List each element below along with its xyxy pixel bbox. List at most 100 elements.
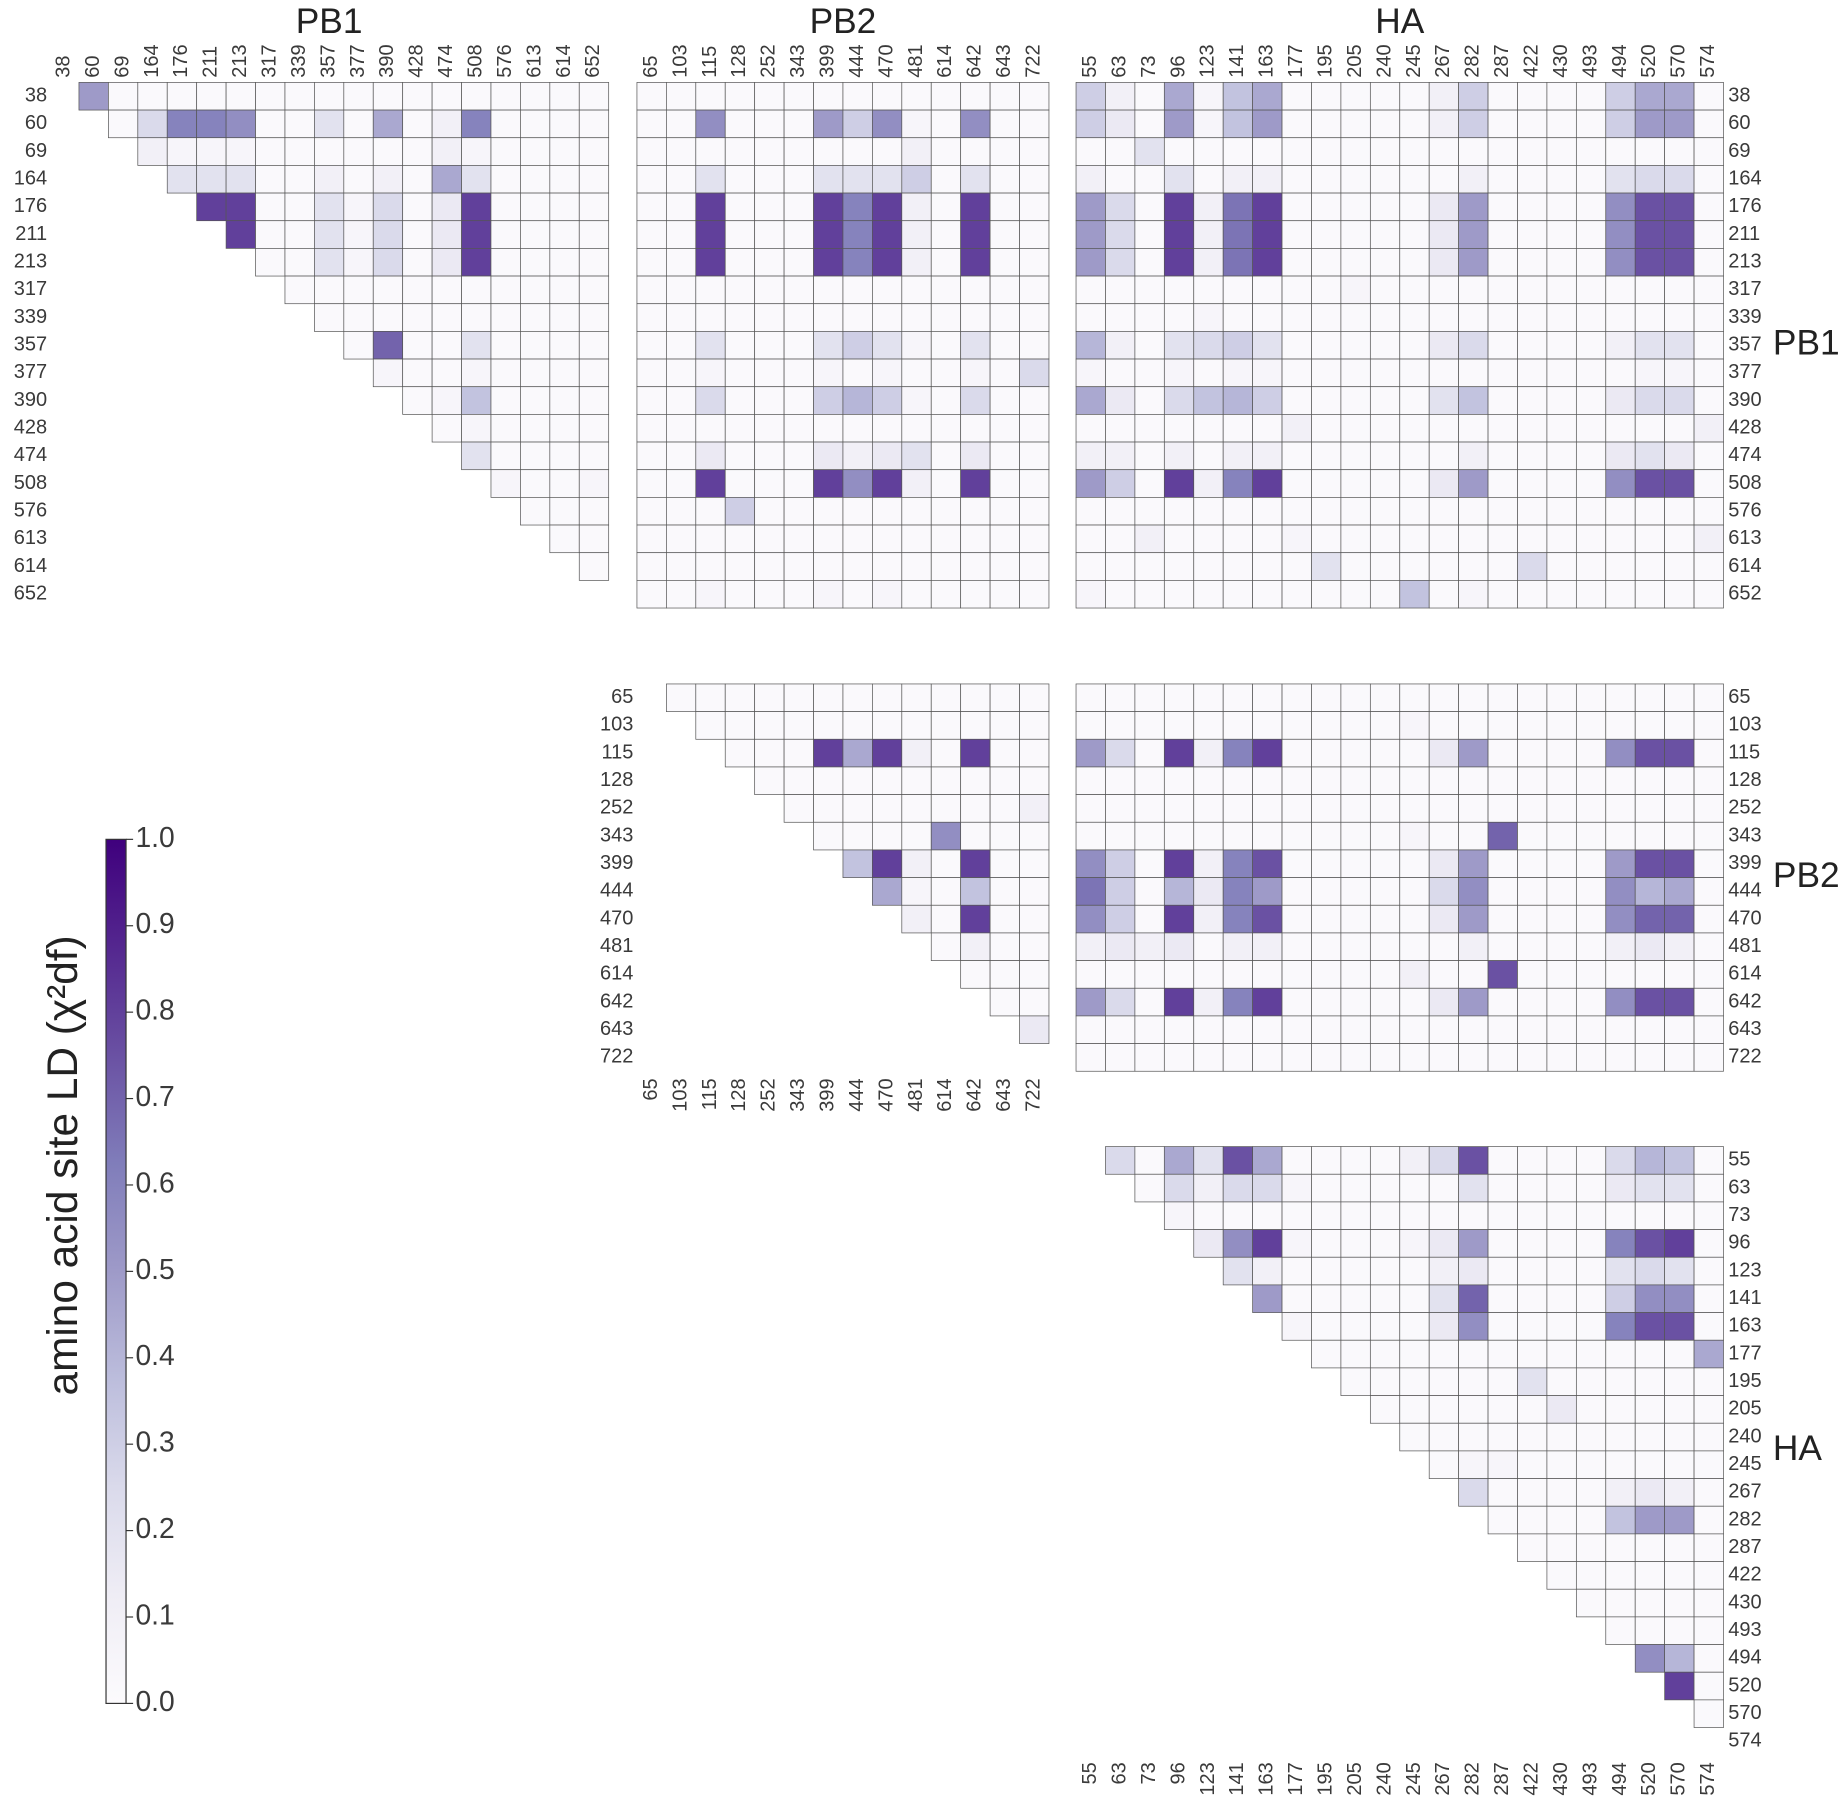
ld-cell bbox=[1222, 1173, 1253, 1203]
ld-cell bbox=[1546, 1339, 1577, 1369]
ld-cell bbox=[1634, 877, 1665, 906]
ld-cell bbox=[1664, 766, 1695, 795]
ld-cell bbox=[1252, 821, 1283, 851]
ld-cell bbox=[1517, 331, 1548, 360]
ld-cell bbox=[1575, 275, 1607, 305]
ld-cell bbox=[1487, 109, 1518, 139]
ld-cell bbox=[314, 109, 345, 139]
ld-cell bbox=[872, 414, 903, 443]
ld-cell bbox=[284, 165, 315, 194]
ld-cell bbox=[1546, 358, 1577, 388]
ld-cell bbox=[1664, 1284, 1695, 1313]
ld-cell bbox=[431, 248, 462, 277]
ld-cell bbox=[1605, 552, 1636, 581]
row-label: 65 bbox=[611, 686, 633, 708]
ld-cell bbox=[1517, 849, 1548, 878]
ld-cell bbox=[1575, 497, 1607, 526]
ld-cell bbox=[1019, 552, 1050, 581]
ld-cell bbox=[372, 137, 404, 166]
ld-cell bbox=[872, 766, 903, 795]
ld-cell bbox=[1693, 1616, 1724, 1645]
ld-cell bbox=[930, 358, 962, 388]
ld-cell bbox=[1487, 552, 1518, 581]
ld-cell bbox=[461, 165, 492, 194]
column-label: 390 bbox=[376, 44, 398, 77]
ld-cell bbox=[1075, 165, 1106, 194]
ld-cell bbox=[461, 303, 492, 332]
ld-cell bbox=[1105, 960, 1136, 989]
ld-cell bbox=[1369, 109, 1401, 139]
ld-cell bbox=[431, 303, 462, 332]
column-label: 520 bbox=[1638, 44, 1660, 77]
ld-cell bbox=[1340, 1367, 1371, 1396]
ld-cell bbox=[960, 580, 991, 609]
column-label-bottom: 195 bbox=[1314, 1762, 1336, 1795]
ld-cell bbox=[1458, 552, 1489, 581]
ld-cell bbox=[754, 275, 785, 305]
ld-cell bbox=[695, 331, 726, 360]
row-label-right: 69 bbox=[1728, 140, 1750, 162]
row-label: 444 bbox=[600, 880, 633, 902]
column-label: 164 bbox=[141, 44, 163, 77]
ld-cell bbox=[695, 303, 726, 332]
ld-cell bbox=[549, 524, 580, 554]
ld-cell bbox=[960, 877, 991, 906]
ld-cell bbox=[1075, 580, 1106, 609]
column-label: 55 bbox=[1079, 55, 1101, 77]
ld-cell bbox=[724, 497, 756, 526]
ld-cell bbox=[1019, 109, 1050, 139]
ld-cell bbox=[1664, 248, 1695, 277]
ld-cell bbox=[1428, 1312, 1459, 1341]
row-label: 722 bbox=[600, 1046, 633, 1068]
ld-cell bbox=[520, 414, 551, 443]
ld-cell bbox=[1546, 932, 1577, 961]
ld-cell bbox=[1134, 960, 1165, 989]
ld-cell bbox=[813, 109, 844, 139]
row-label-right: 38 bbox=[1728, 85, 1750, 107]
ld-cell bbox=[1487, 248, 1518, 277]
ld-cell bbox=[1517, 1201, 1548, 1230]
ld-cell bbox=[1693, 165, 1724, 194]
ld-cell bbox=[1105, 220, 1136, 249]
ld-cell bbox=[1193, 821, 1224, 851]
ld-cell bbox=[1075, 248, 1106, 277]
ld-cell bbox=[1281, 932, 1312, 961]
ld-cell bbox=[1193, 849, 1224, 878]
ld-cell bbox=[754, 137, 785, 166]
ld-cell bbox=[1664, 1339, 1695, 1369]
ld-cell bbox=[1252, 220, 1283, 249]
ld-cell bbox=[1163, 580, 1195, 609]
ld-cell bbox=[813, 137, 844, 166]
ld-cell bbox=[225, 82, 256, 111]
column-label-bottom: 494 bbox=[1609, 1762, 1631, 1795]
ld-cell bbox=[1693, 1312, 1724, 1341]
ld-cell bbox=[1019, 877, 1050, 906]
column-label-bottom: 115 bbox=[699, 1078, 721, 1110]
ld-cell bbox=[1399, 1256, 1430, 1286]
ld-cell bbox=[724, 275, 756, 305]
ld-cell bbox=[901, 441, 932, 471]
ld-cell bbox=[1134, 109, 1165, 139]
column-label: 287 bbox=[1491, 44, 1513, 77]
ld-cell bbox=[1693, 137, 1724, 166]
ld-cell bbox=[1458, 497, 1489, 526]
ld-cell bbox=[695, 386, 726, 415]
ld-cell bbox=[578, 441, 610, 471]
column-label: 614 bbox=[934, 44, 956, 77]
ld-cell bbox=[1252, 82, 1283, 111]
ld-cell bbox=[1163, 497, 1195, 526]
ld-cell bbox=[196, 137, 227, 166]
ld-cell bbox=[1222, 524, 1253, 554]
ld-cell bbox=[549, 137, 580, 166]
protein-title: PB1 bbox=[296, 2, 363, 41]
ld-cell bbox=[1517, 1146, 1548, 1175]
ld-cell bbox=[724, 82, 756, 111]
ld-cell bbox=[1134, 469, 1165, 498]
ld-cell bbox=[1193, 1201, 1224, 1230]
ld-cell bbox=[549, 497, 580, 526]
ld-cell bbox=[1487, 469, 1518, 498]
ld-cell bbox=[1134, 849, 1165, 878]
ld-cell bbox=[1399, 275, 1430, 305]
ld-cell bbox=[1252, 1043, 1283, 1072]
ld-cell bbox=[1634, 1367, 1665, 1396]
